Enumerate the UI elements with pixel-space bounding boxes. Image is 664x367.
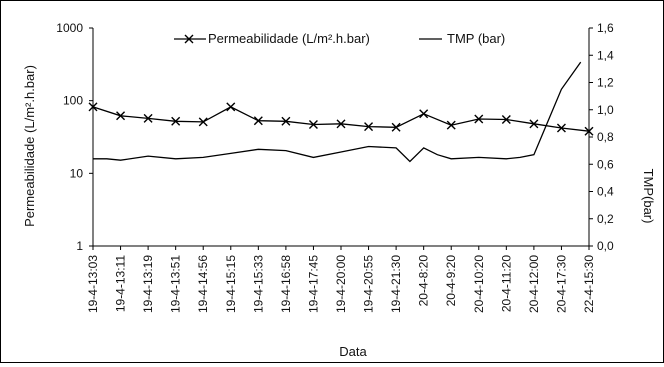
x-tick-label: 19-4-15:33 <box>251 255 265 313</box>
data-point-marker <box>281 116 291 126</box>
legend-item-permeabilidade: Permeabilidade (L/m².h.bar) <box>174 31 370 46</box>
data-point-marker <box>419 109 429 119</box>
data-point-marker <box>391 122 401 132</box>
legend: Permeabilidade (L/m².h.bar) TMP (bar) <box>174 31 505 46</box>
data-point-marker <box>556 123 566 133</box>
series-line-permeabilidade <box>92 106 590 132</box>
x-tick-label: 19-4-13:11 <box>114 255 128 312</box>
x-tick-label: 20-4-12:00 <box>527 255 541 313</box>
y-right-tick-label: 1,4 <box>597 48 614 62</box>
x-tick-label: 19-4-13:51 <box>169 255 183 313</box>
y-right-tick-label: 0,0 <box>597 239 614 253</box>
x-tick-label: 20-4-9:20 <box>444 255 458 307</box>
legend-label-tmp: TMP (bar) <box>447 31 505 46</box>
legend-marker-x <box>184 34 194 44</box>
y-right-tick-label: 0,6 <box>597 157 614 171</box>
data-point-marker <box>143 113 153 123</box>
data-point-marker <box>501 115 511 125</box>
y-right-tick-label: 0,8 <box>597 130 614 144</box>
axes: 1 10 100 1000 0,0 0,2 0,4 0,6 0,8 1,0 1,2 1,4 1,6 19-… <box>56 21 614 313</box>
x-tick-label: 20-4-11:20 <box>499 255 513 312</box>
x-tick-label: 19-4-16:58 <box>279 255 293 313</box>
x-tick-label: 19-4-14:56 <box>196 255 210 313</box>
data-point-marker <box>253 116 263 126</box>
x-tick-label: 19-4-21:30 <box>389 255 403 313</box>
y-left-tick-label: 1 <box>76 239 83 253</box>
data-point-marker <box>336 119 346 129</box>
data-point-marker <box>116 111 126 121</box>
data-point-marker <box>446 120 456 130</box>
y-right-tick-label: 0,4 <box>597 185 614 199</box>
x-tick-label: 19-4-15:15 <box>224 255 238 313</box>
x-tick-label: 20-4-17:30 <box>554 255 568 313</box>
x-tick-label: 19-4-20:00 <box>334 255 348 313</box>
y-left-tick-label: 1000 <box>56 21 83 35</box>
y-right-tick-label: 0,2 <box>597 212 614 226</box>
x-tick-label: 22-4-15:30 <box>582 255 596 313</box>
x-tick-label: 19-4-13:19 <box>141 255 155 313</box>
data-point-marker <box>308 119 318 129</box>
data-point-marker <box>529 119 539 129</box>
y-left-tick-label: 10 <box>70 166 84 180</box>
data-point-marker <box>198 117 208 127</box>
plot-area <box>88 61 594 163</box>
x-axis-label: Data <box>339 344 367 359</box>
x-tick-label: 20-4-10:20 <box>472 255 486 313</box>
series-line-tmp <box>93 61 582 163</box>
y-axis-label-left: Permeabilidade (L/m².h.bar) <box>22 65 37 227</box>
data-point-marker <box>364 122 374 132</box>
y-right-tick-label: 1,0 <box>597 103 614 117</box>
y-left-tick-label: 100 <box>63 94 83 108</box>
legend-item-tmp: TMP (bar) <box>419 31 505 46</box>
x-tick-label: 20-4-8:20 <box>417 255 431 307</box>
y-right-tick-label: 1,6 <box>597 21 614 35</box>
data-point-marker <box>226 102 236 112</box>
x-tick-label: 19-4-17:45 <box>306 255 320 313</box>
data-point-marker <box>584 126 594 136</box>
x-tick-label: 19-4-20:55 <box>362 255 376 313</box>
y-right-tick-label: 1,2 <box>597 76 614 90</box>
data-point-marker <box>474 114 484 124</box>
data-point-marker <box>88 102 98 112</box>
legend-label-permeabilidade: Permeabilidade (L/m².h.bar) <box>208 31 370 46</box>
x-tick-label: 19-4-13:03 <box>86 255 100 313</box>
data-point-marker <box>171 116 181 126</box>
y-axis-label-right: TMP(bar) <box>641 169 656 224</box>
